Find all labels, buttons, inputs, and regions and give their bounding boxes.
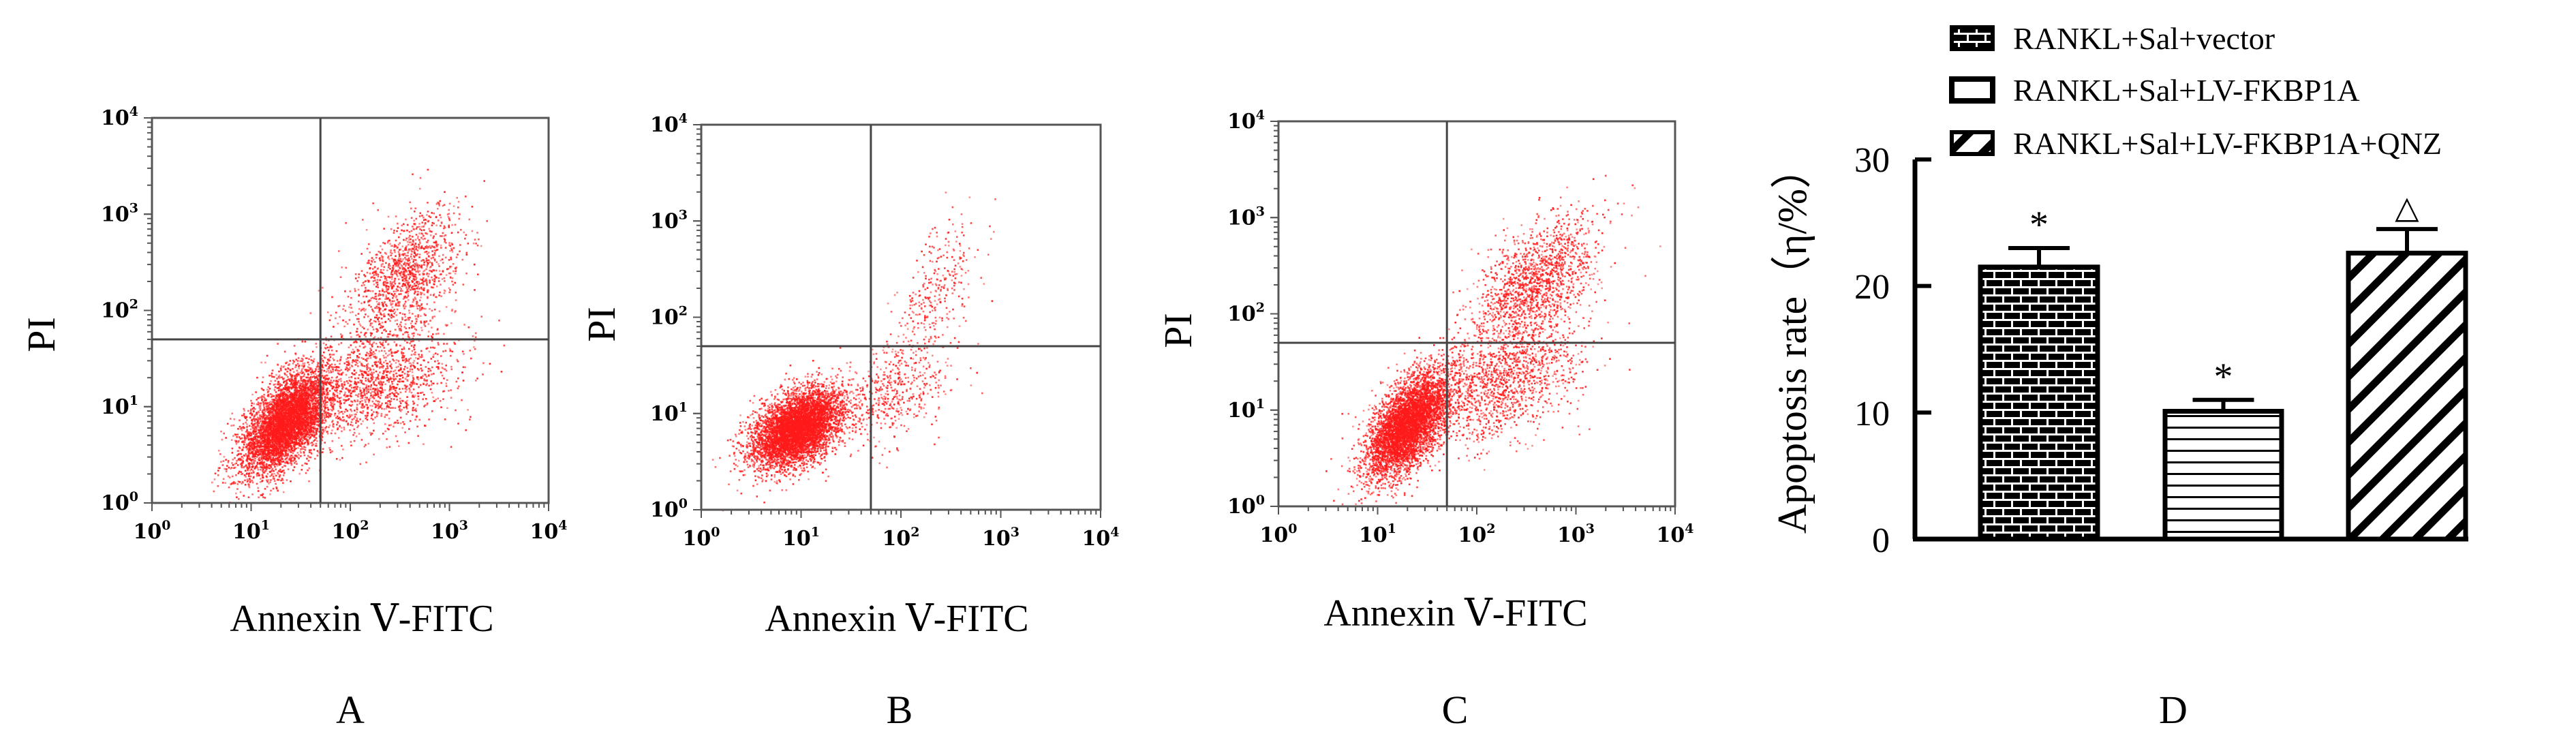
x-tick-label: 104 — [1657, 521, 1694, 547]
x-axis-label: Annexin Ⅴ-FITC — [1323, 592, 1587, 634]
y-tick-label: 100 — [1227, 493, 1265, 519]
x-tick-label: 103 — [1557, 521, 1595, 547]
bar — [1980, 267, 2098, 539]
x-tick-label: 102 — [883, 525, 920, 551]
plot-frame — [152, 118, 549, 503]
y-tick-label: 100 — [650, 496, 688, 522]
x-tick-label: 103 — [431, 518, 468, 544]
legend-item: RANKL+Sal+LV-FKBP1A — [1952, 73, 2360, 108]
y-tick-label: 101 — [1227, 397, 1265, 423]
legend-item: RANKL+Sal+vector — [1952, 21, 2275, 56]
population-viable — [1325, 332, 1472, 507]
legend-label: RANKL+Sal+LV-FKBP1A+QNZ — [2013, 126, 2442, 161]
scatter-points — [712, 191, 996, 511]
x-tick-label: 101 — [782, 525, 820, 551]
y-tick-label: 103 — [650, 207, 688, 233]
plot-frame — [1278, 121, 1675, 506]
bar-chart-d: Apoptosis rate（η/%） 30 20 10 0 * * △ RANKL… — [1770, 21, 2468, 560]
scatter-points — [1325, 175, 1661, 507]
panel-letter: B — [887, 688, 913, 732]
x-tick-label: 104 — [1082, 525, 1120, 551]
legend-swatch-brick — [1952, 27, 1993, 49]
y-tick-label: 104 — [101, 104, 138, 130]
panel-letter: D — [2159, 688, 2188, 732]
axis-ticks — [1270, 121, 1675, 515]
significance-marker: * — [2029, 204, 2049, 246]
scatter-points — [211, 169, 505, 504]
x-tick-label: 102 — [1458, 521, 1496, 547]
x-axis-label: Annexin Ⅴ-FITC — [765, 598, 1028, 640]
x-tick-label: 100 — [1260, 521, 1298, 547]
y-tick-label: 102 — [650, 304, 688, 330]
y-tick-label: 0 — [1872, 521, 1890, 560]
x-tick-label: 101 — [232, 518, 270, 544]
y-tick-label: 103 — [101, 200, 138, 226]
y-axis-label: Apoptosis rate（η/%） — [1770, 148, 1815, 534]
bar — [2165, 411, 2282, 539]
y-axis-label: PI — [1156, 313, 1200, 348]
y-tick-label: 103 — [1227, 204, 1265, 230]
significance-marker: * — [2214, 356, 2233, 398]
legend: RANKL+Sal+vector RANKL+Sal+LV-FKBP1A RAN… — [1952, 21, 2442, 161]
population-late-apoptotic — [883, 191, 996, 390]
y-tick-label: 102 — [1227, 301, 1265, 326]
x-tick-label: 104 — [530, 518, 568, 544]
panel-letter: C — [1442, 688, 1469, 732]
y-tick-label: 101 — [101, 393, 138, 419]
y-tick-label: 102 — [101, 297, 138, 323]
y-tick-label: 104 — [1227, 108, 1265, 134]
axis-ticks — [693, 125, 1101, 518]
panel-letter: A — [336, 688, 365, 732]
flow-panel-a: 100 100 101 101 102 102 103 103 104 104 — [101, 104, 567, 544]
legend-swatch-diagonal — [1952, 132, 1993, 154]
flow-panel-b: 100 100 101 101 102 102 103 103 104 104 — [650, 111, 1119, 551]
y-axis-label: PI — [19, 317, 63, 352]
y-tick-label: 30 — [1854, 141, 1890, 180]
bar — [2348, 253, 2466, 539]
y-tick-label: 20 — [1854, 268, 1890, 307]
x-axis-label: Annexin Ⅴ-FITC — [230, 598, 493, 640]
y-tick-label: 101 — [650, 400, 688, 426]
legend-swatch-horizontal — [1952, 79, 1993, 101]
legend-label: RANKL+Sal+vector — [2013, 21, 2275, 56]
y-tick-label: 100 — [101, 489, 138, 515]
significance-marker: △ — [2395, 190, 2419, 225]
population-late-apoptotic — [1452, 175, 1661, 397]
x-tick-label: 101 — [1359, 521, 1396, 547]
y-axis-label: PI — [579, 307, 624, 342]
x-tick-label: 100 — [134, 518, 171, 544]
y-tick-label: 104 — [650, 111, 688, 137]
x-tick-label: 102 — [332, 518, 369, 544]
population-viable — [211, 333, 370, 503]
population-viable — [712, 360, 878, 511]
y-tick-label: 10 — [1854, 395, 1890, 433]
axis-ticks — [144, 118, 549, 511]
legend-item: RANKL+Sal+LV-FKBP1A+QNZ — [1952, 126, 2442, 161]
x-tick-label: 100 — [683, 525, 720, 551]
x-tick-label: 103 — [982, 525, 1019, 551]
legend-label: RANKL+Sal+LV-FKBP1A — [2013, 73, 2360, 108]
